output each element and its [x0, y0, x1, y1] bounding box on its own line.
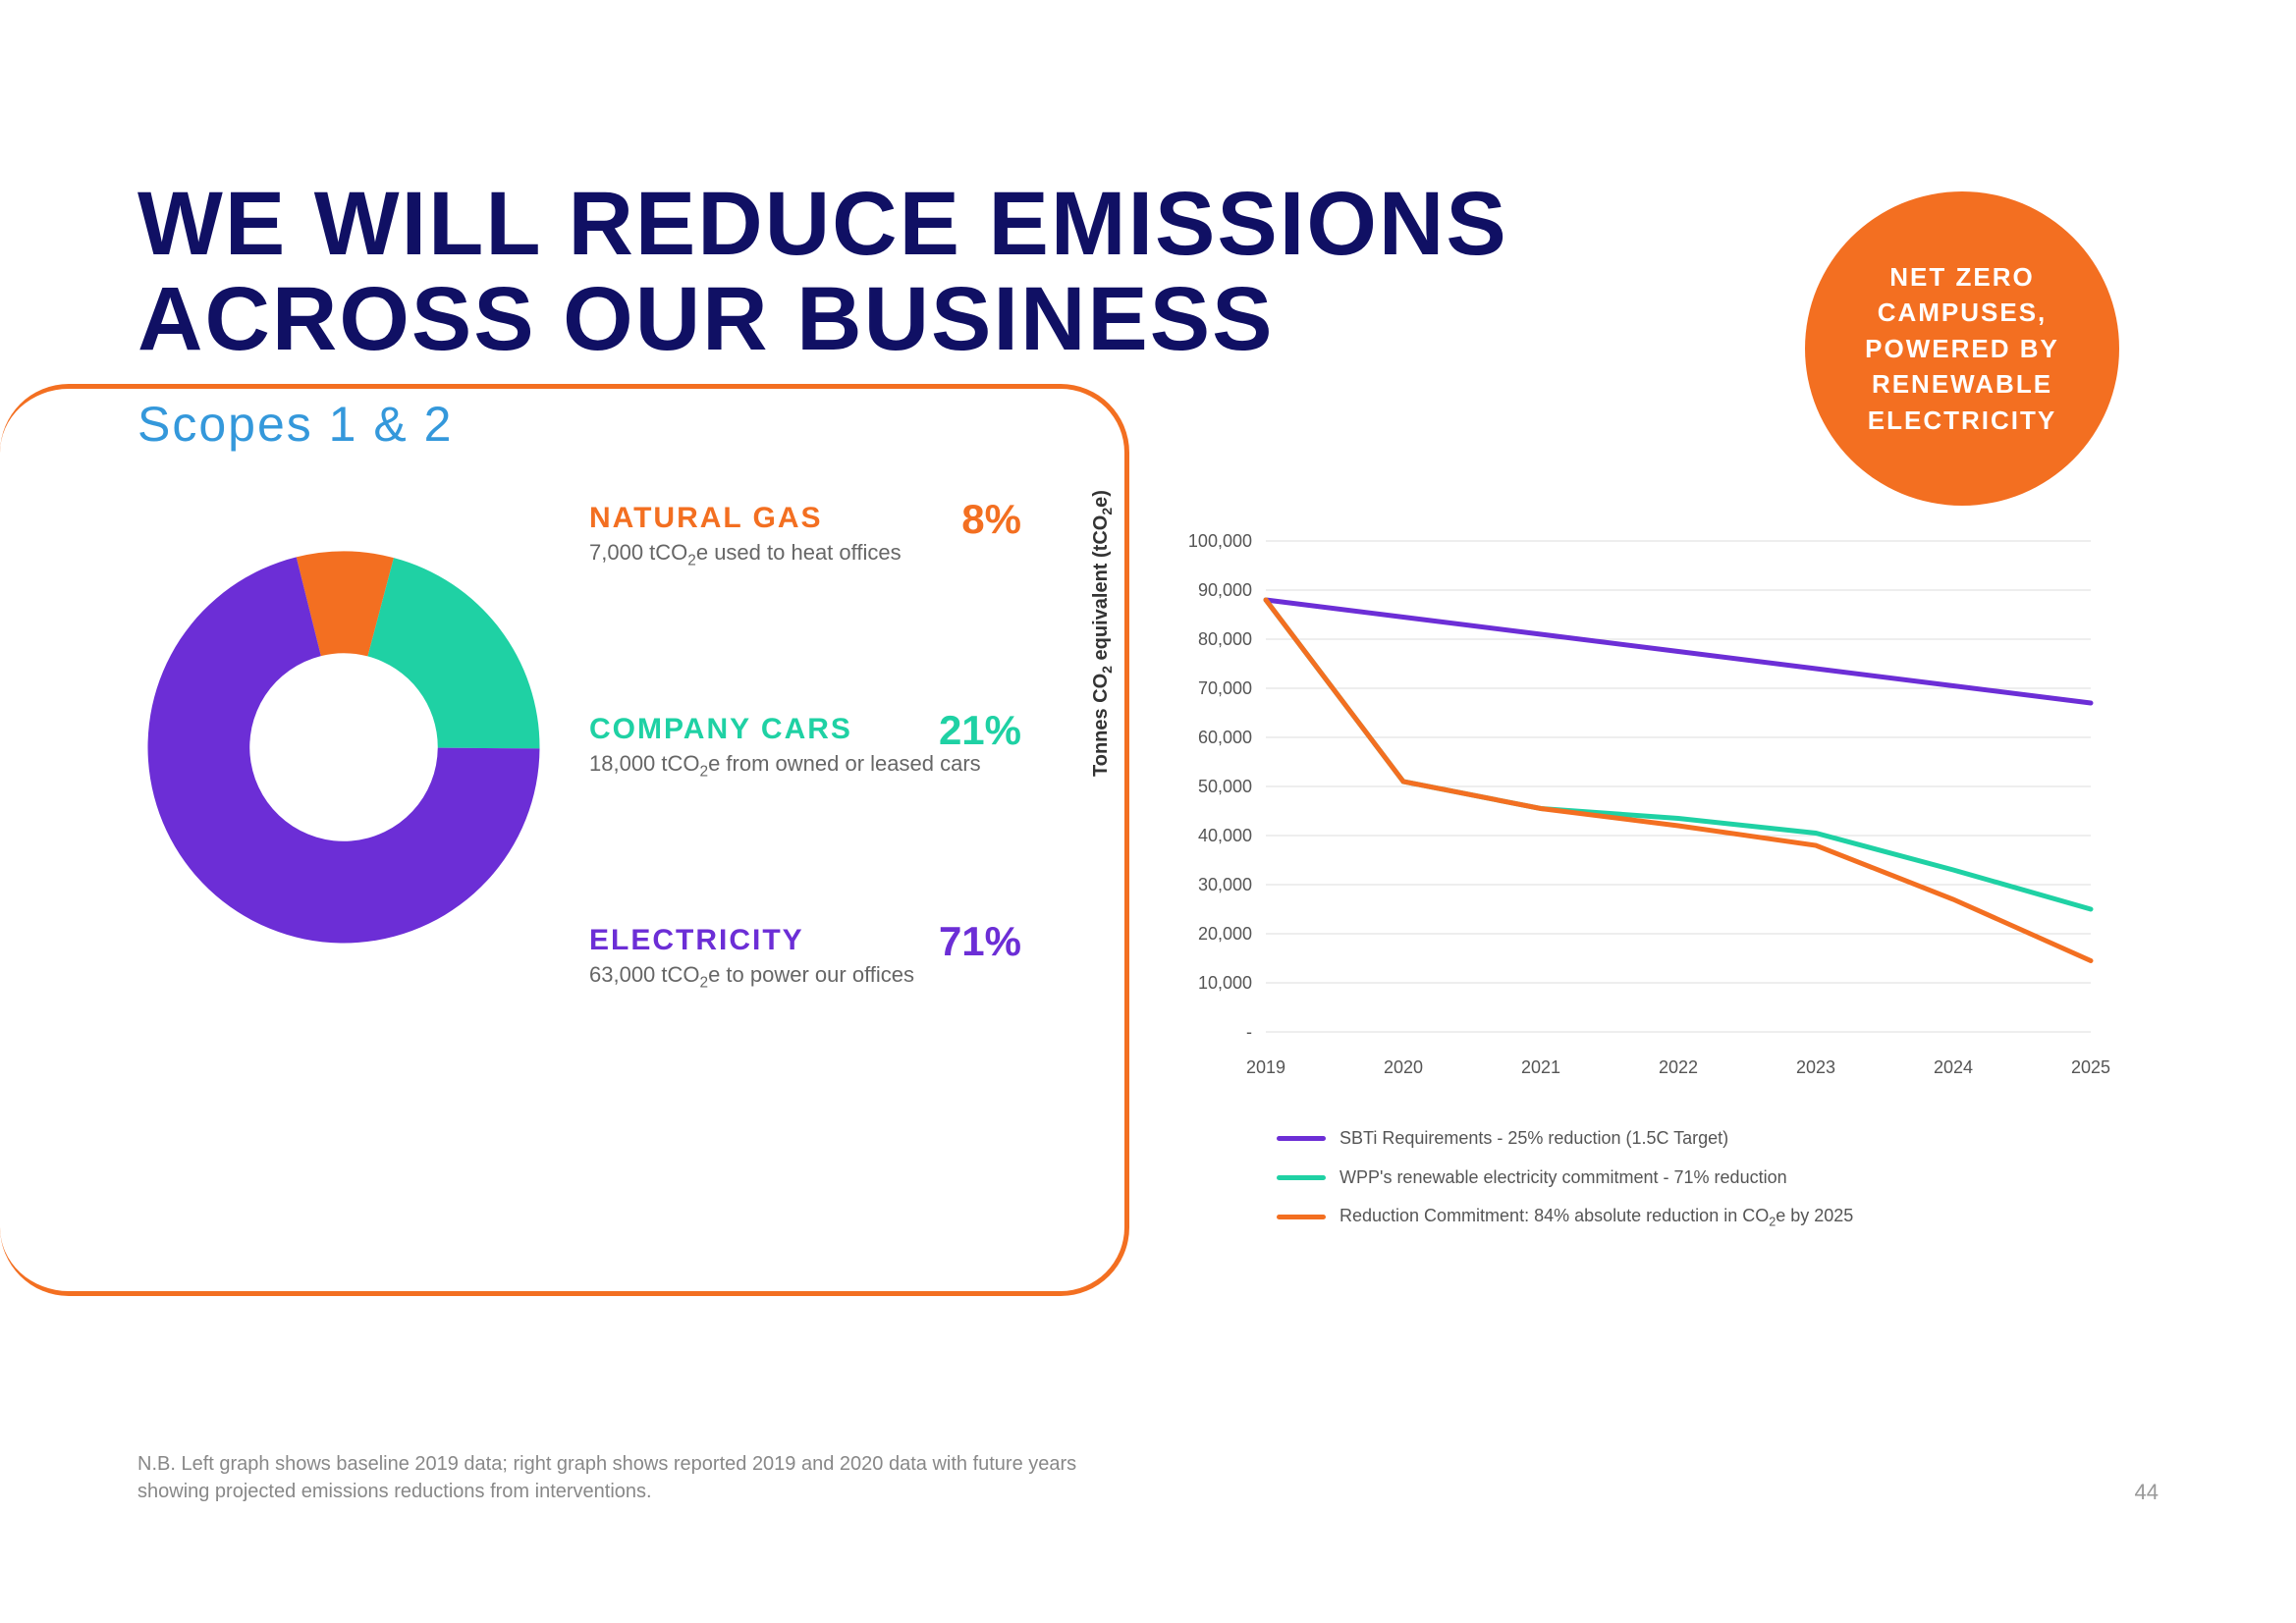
y-tick-label: 70,000	[1198, 678, 1252, 698]
legend-label: SBTi Requirements - 25% reduction (1.5C …	[1339, 1119, 1728, 1159]
title-line-2: ACROSS OUR BUSINESS	[137, 269, 1275, 369]
x-tick-label: 2020	[1384, 1057, 1423, 1077]
line-legend-item-reduction: Reduction Commitment: 84% absolute reduc…	[1277, 1197, 2159, 1236]
series-renewable	[1266, 600, 2091, 909]
legend-item-electricity: ELECTRICITY71%63,000 tCO2e to power our …	[589, 924, 1061, 993]
y-tick-label: 50,000	[1198, 777, 1252, 796]
title-line-1: WE WILL REDUCE EMISSIONS	[137, 174, 1508, 274]
x-tick-label: 2022	[1659, 1057, 1698, 1077]
y-tick-label: 80,000	[1198, 629, 1252, 649]
y-tick-label: 20,000	[1198, 924, 1252, 944]
y-tick-label: -	[1246, 1022, 1252, 1042]
right-panel: Tonnes CO2 equivalent (tCO2e) -10,00020,…	[1120, 502, 2159, 1236]
line-legend-item-sbti: SBTi Requirements - 25% reduction (1.5C …	[1277, 1119, 2159, 1159]
legend-label: WPP's renewable electricity commitment -…	[1339, 1159, 1787, 1198]
line-chart: - 10,000 20,000 30,000 40,000 50,000 60,000 70,…	[1120, 521, 2159, 1091]
y-tick-label: 60,000	[1198, 728, 1252, 747]
legend-label: Reduction Commitment: 84% absolute reduc…	[1339, 1197, 1853, 1236]
legend-pct: 21%	[939, 707, 1021, 754]
footnote: N.B. Left graph shows baseline 2019 data…	[137, 1450, 1120, 1505]
y-tick-label: 40,000	[1198, 826, 1252, 845]
legend-desc: 18,000 tCO2e from owned or leased cars	[589, 750, 1061, 782]
legend-desc: 63,000 tCO2e to power our offices	[589, 961, 1061, 993]
net-zero-badge: NET ZERO CAMPUSES, POWERED BY RENEWABLE …	[1805, 191, 2119, 506]
legend-item-company_cars: COMPANY CARS21%18,000 tCO2e from owned o…	[589, 713, 1061, 782]
donut-legend: NATURAL GAS8%7,000 tCO2e used to heat of…	[589, 502, 1061, 993]
y-tick-label: 100,000	[1188, 531, 1252, 551]
series-reduction	[1266, 600, 2091, 961]
x-tick-label: 2021	[1521, 1057, 1560, 1077]
line-legend-item-renewable: WPP's renewable electricity commitment -…	[1277, 1159, 2159, 1198]
x-tick-label: 2024	[1934, 1057, 1973, 1077]
donut-area: NATURAL GAS8%7,000 tCO2e used to heat of…	[137, 502, 1061, 993]
legend-desc: 7,000 tCO2e used to heat offices	[589, 539, 1061, 570]
left-panel: NATURAL GAS8%7,000 tCO2e used to heat of…	[137, 502, 1061, 1236]
x-tick-label: 2025	[2071, 1057, 2110, 1077]
y-axis-label: Tonnes CO2 equivalent (tCO2e)	[1090, 490, 1115, 777]
y-tick-label: 10,000	[1198, 973, 1252, 993]
line-chart-legend: SBTi Requirements - 25% reduction (1.5C …	[1277, 1119, 2159, 1236]
legend-pct: 8%	[961, 496, 1021, 543]
y-tick-label: 90,000	[1198, 580, 1252, 600]
badge-text: NET ZERO CAMPUSES, POWERED BY RENEWABLE …	[1834, 259, 2090, 438]
content-row: NATURAL GAS8%7,000 tCO2e used to heat of…	[137, 502, 2159, 1236]
legend-item-natural_gas: NATURAL GAS8%7,000 tCO2e used to heat of…	[589, 502, 1061, 570]
page-number: 44	[2135, 1480, 2159, 1505]
series-sbti	[1266, 600, 2091, 703]
legend-pct: 71%	[939, 918, 1021, 965]
legend-swatch	[1277, 1175, 1326, 1180]
x-tick-label: 2019	[1246, 1057, 1285, 1077]
x-tick-label: 2023	[1796, 1057, 1835, 1077]
donut-chart	[137, 541, 550, 953]
y-tick-label: 30,000	[1198, 875, 1252, 894]
legend-swatch	[1277, 1215, 1326, 1219]
legend-swatch	[1277, 1136, 1326, 1141]
donut-slice-company_cars	[367, 558, 539, 748]
